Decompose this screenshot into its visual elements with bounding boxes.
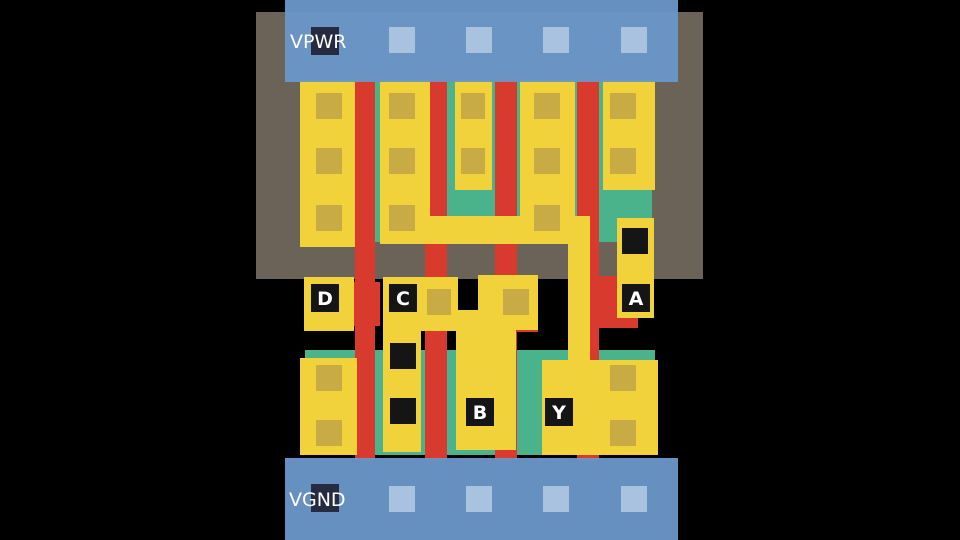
pin-label-b: B	[473, 402, 487, 424]
li-output-vertical	[568, 216, 590, 366]
contact	[503, 289, 529, 315]
rail-via	[466, 486, 492, 512]
via-c-lower-2	[390, 398, 416, 424]
contact	[534, 148, 560, 174]
contact	[316, 93, 342, 119]
pin-label-d: D	[317, 288, 333, 310]
contact	[610, 148, 636, 174]
diffusion-contacts	[316, 93, 636, 446]
rail-via	[621, 486, 647, 512]
via-y	[545, 398, 573, 426]
pin-label-a: A	[629, 288, 644, 310]
contact	[610, 365, 636, 391]
vgnd-label: VGND	[289, 489, 346, 511]
contact	[316, 148, 342, 174]
via-c-lower-1	[390, 343, 416, 369]
poly-gate-d	[355, 78, 375, 460]
pin-vias	[311, 27, 650, 512]
via-b	[466, 398, 494, 426]
rail-vias	[389, 27, 647, 512]
li-pin-b	[456, 310, 516, 450]
contact	[534, 205, 560, 231]
contact	[610, 93, 636, 119]
vpwr-label: VPWR	[290, 31, 346, 53]
contact	[610, 420, 636, 446]
via-a-upper	[622, 228, 648, 254]
contact	[461, 93, 485, 119]
contact	[389, 93, 415, 119]
contact	[461, 148, 485, 174]
contact	[316, 205, 342, 231]
contact	[316, 420, 342, 446]
contact	[316, 365, 342, 391]
vgnd-pin-via	[311, 484, 339, 512]
contact	[534, 93, 560, 119]
contact	[427, 289, 451, 315]
poly-gate-c	[425, 78, 447, 460]
rail-via	[621, 27, 647, 53]
via-c	[389, 284, 417, 312]
contact	[389, 148, 415, 174]
via-d	[311, 284, 339, 312]
rail-via	[389, 27, 415, 53]
pin-label-c: C	[396, 288, 410, 310]
vpwr-pin-via	[311, 27, 339, 55]
rail-via	[466, 27, 492, 53]
rail-via	[543, 486, 569, 512]
rail-via	[543, 27, 569, 53]
contact	[389, 205, 415, 231]
pin-label-y: Y	[551, 402, 566, 424]
via-a	[622, 284, 650, 312]
rail-via	[389, 486, 415, 512]
